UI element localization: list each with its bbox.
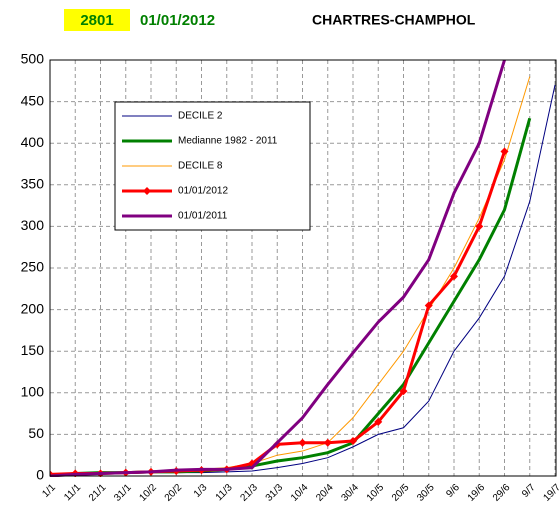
x-tick-label: 21/3 [238,482,260,504]
marker [298,438,307,447]
x-tick-label: 9/6 [444,482,462,500]
code-highlight [64,9,130,31]
x-tick-label: 10/2 [137,482,159,504]
series-line [50,60,506,477]
x-tick-label: 31/1 [112,482,134,504]
lines [50,60,556,477]
x-tick-label: 21/1 [87,482,109,504]
x-tick-label: 11/1 [62,482,83,503]
date: 01/01/2012 [140,12,215,29]
y-tick-label: 400 [21,134,45,150]
marker [475,222,484,231]
y-tick-label: 150 [21,342,45,358]
y-tick-label: 50 [28,425,44,441]
plot-frame [49,59,557,477]
x-tick-label: 1/3 [192,482,210,500]
x-tick-label: 10/5 [365,482,387,504]
x-tick-label: 20/2 [163,482,185,504]
y-tick-label: 250 [21,259,45,275]
station-code: 2801 [80,12,113,29]
marker [323,438,332,447]
legend-label: DECILE 8 [178,161,223,172]
legend-label: 01/01/2011 [178,211,228,222]
x-tick-label: 19/7 [541,482,560,504]
x-tick-label: 30/5 [415,482,437,504]
legend-marker [143,187,151,195]
x-tick-label: 31/3 [264,482,286,504]
x-tick-label: 20/4 [314,482,336,504]
x-tick-label: 9/7 [520,482,538,500]
y-tick-label: 300 [21,217,45,233]
y-tick-label: 450 [21,92,45,108]
y-tick-label: 100 [21,384,45,400]
station-name: CHARTRES-CHAMPHOL [312,12,476,28]
x-tick-label: 1/1 [40,482,58,500]
marker [424,301,433,310]
y-tick-label: 500 [21,51,45,67]
x-tick-label: 20/5 [390,482,412,504]
y-tick-label: 350 [21,176,45,192]
x-tick-label: 11/3 [214,482,235,503]
marker [374,417,383,426]
x-tick-label: 29/6 [491,482,513,504]
marker [500,147,509,156]
x-tick-label: 19/6 [466,482,488,504]
legend-label: DECILE 2 [178,111,223,122]
legend-label: 01/01/2012 [178,186,228,197]
marker [450,272,458,281]
marker [399,387,408,396]
x-tick-label: 10/4 [289,482,311,504]
y-tick-label: 0 [36,467,44,483]
legend-label: Medianne 1982 - 2011 [178,136,278,147]
x-tick-label: 30/4 [339,482,361,504]
y-tick-label: 200 [21,300,45,316]
legend-entries: DECILE 2 Medianne 1982 - 2011 DECILE 8 01/0… [122,111,278,222]
marker [349,437,357,446]
